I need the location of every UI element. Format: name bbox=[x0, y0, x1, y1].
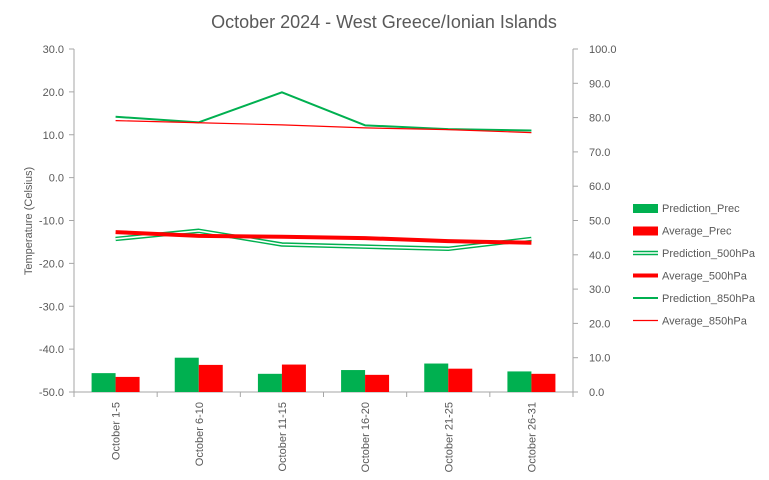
bar-prediction-prec bbox=[91, 373, 116, 392]
y-tick-label-left: 0.0 bbox=[49, 173, 64, 185]
x-tick-label: October 6-10 bbox=[194, 402, 206, 466]
x-tick-label: October 1-5 bbox=[111, 402, 123, 460]
legend-label: Prediction_500hPa bbox=[662, 248, 756, 260]
legend-item-average-prec: Average_Prec bbox=[633, 226, 732, 238]
bar-prediction-prec bbox=[341, 370, 366, 392]
y-tick-label-right: 100.0 bbox=[589, 44, 617, 56]
bar-average-prec bbox=[448, 368, 473, 392]
bar-average-prec bbox=[281, 364, 306, 392]
legend-label: Prediction_850hPa bbox=[662, 293, 756, 305]
legend-label: Average_Prec bbox=[662, 226, 732, 238]
legend: Prediction_Prec Average_Prec Prediction_50… bbox=[633, 203, 756, 328]
y-tick-label-left: -10.0 bbox=[39, 216, 64, 228]
bar-prediction-prec bbox=[257, 373, 282, 392]
bar-average-prec bbox=[365, 374, 390, 392]
x-tick-label: October 21-25 bbox=[443, 402, 455, 472]
legend-item-prediction-850hpa: Prediction_850hPa bbox=[633, 293, 756, 305]
y-tick-label-right: 20.0 bbox=[589, 318, 610, 330]
y-tick-label-right: 30.0 bbox=[589, 284, 610, 296]
line-average-500hpa bbox=[115, 230, 532, 245]
bar-prediction-prec bbox=[507, 371, 532, 392]
y-tick-label-right: 10.0 bbox=[589, 353, 610, 365]
bar-average-prec bbox=[115, 376, 140, 392]
bar-average-prec bbox=[531, 373, 556, 392]
y-tick-label-left: -30.0 bbox=[39, 301, 64, 313]
x-tick-label: October 16-20 bbox=[360, 402, 372, 472]
y-tick-label-left: 20.0 bbox=[43, 87, 64, 99]
y-tick-label-right: 0.0 bbox=[589, 387, 604, 399]
y-tick-label-right: 80.0 bbox=[589, 113, 610, 125]
y-tick-label-left: 30.0 bbox=[43, 44, 64, 56]
bar-average-prec bbox=[198, 364, 223, 392]
legend-swatch bbox=[633, 226, 658, 236]
y-axis-title: Temperature (Celsius) bbox=[23, 167, 35, 275]
legend-item-prediction-prec: Prediction_Prec bbox=[633, 203, 740, 215]
x-tick-label: October 26-31 bbox=[526, 402, 538, 472]
line-prediction-500hpa-inner bbox=[115, 229, 532, 250]
y-tick-label-left: -20.0 bbox=[39, 258, 64, 270]
y-tick-label-right: 50.0 bbox=[589, 216, 610, 228]
y-tick-label-right: 70.0 bbox=[589, 147, 610, 159]
chart-title: October 2024 - West Greece/Ionian Island… bbox=[211, 12, 557, 32]
bar-prediction-prec bbox=[424, 363, 449, 392]
line-average-850hpa bbox=[115, 120, 532, 134]
y-tick-label-left: -50.0 bbox=[39, 387, 64, 399]
plot-area: 30.0 20.0 10.0 0.0 -10.0 -20.0 -30.0 -40.0 -50.0… bbox=[39, 44, 617, 472]
x-tick-label: October 11-15 bbox=[277, 402, 289, 472]
legend-item-average-850hpa: Average_850hPa bbox=[633, 316, 748, 328]
legend-label: Prediction_Prec bbox=[662, 203, 740, 215]
legend-item-average-500hpa: Average_500hPa bbox=[633, 271, 748, 283]
bar-prediction-prec bbox=[174, 357, 199, 392]
y-tick-label-left: 10.0 bbox=[43, 130, 64, 142]
legend-swatch bbox=[633, 204, 658, 213]
legend-label: Average_850hPa bbox=[662, 316, 748, 328]
legend-label: Average_500hPa bbox=[662, 271, 748, 283]
y-tick-label-right: 60.0 bbox=[589, 181, 610, 193]
line-prediction-850hpa bbox=[115, 91, 532, 132]
legend-item-prediction-500hpa: Prediction_500hPa bbox=[633, 248, 756, 260]
y-tick-label-right: 90.0 bbox=[589, 78, 610, 90]
y-tick-label-left: -40.0 bbox=[39, 344, 64, 356]
y-tick-label-right: 40.0 bbox=[589, 250, 610, 262]
